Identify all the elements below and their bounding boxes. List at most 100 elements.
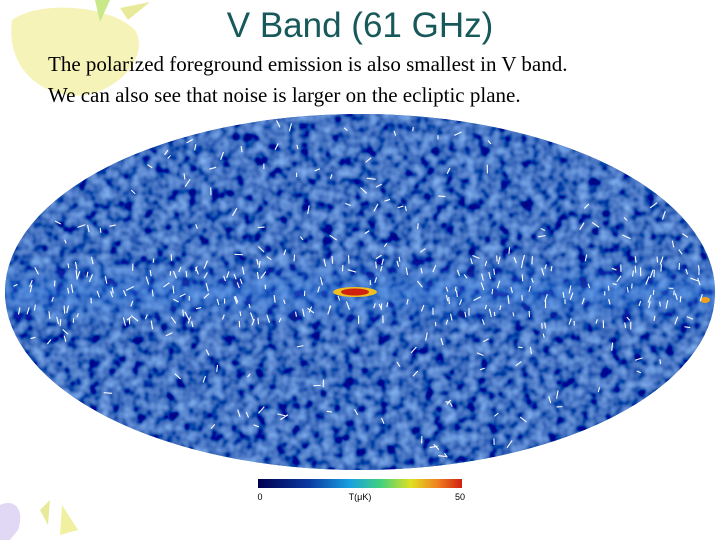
polarization-vector (147, 164, 153, 169)
polarization-vector (76, 313, 79, 318)
polarization-vector (249, 312, 255, 321)
polarization-vector (184, 311, 190, 321)
polarization-vector (195, 307, 202, 310)
polarization-vector (258, 260, 261, 268)
polarization-vector (195, 224, 198, 230)
polarization-vector (63, 305, 66, 314)
polarization-vector (438, 455, 446, 457)
polarization-vector (56, 316, 60, 325)
polarization-vector (519, 416, 527, 423)
polarization-vector (241, 266, 245, 275)
polarization-vector (345, 301, 350, 311)
polarization-vector (674, 293, 678, 300)
polarization-vector (542, 333, 545, 338)
polarization-vector (182, 309, 184, 317)
polarization-vector (54, 220, 62, 225)
polarization-vector (178, 266, 182, 273)
polarization-vector (649, 202, 658, 209)
polarization-vector (479, 367, 485, 371)
polarization-vector (96, 290, 101, 298)
body-text: We can also see that noise is larger on … (48, 83, 521, 107)
polarization-vector (659, 359, 662, 365)
polarization-vector (420, 248, 426, 253)
polarization-vector (433, 443, 440, 451)
polarization-vector (456, 269, 461, 277)
polarization-vector (653, 315, 656, 322)
polarization-vector (223, 275, 226, 282)
polarization-vector (671, 240, 675, 248)
polarization-vector (237, 409, 241, 418)
polarization-vector (380, 303, 383, 310)
polarization-vector (445, 319, 449, 325)
polarization-vector (216, 298, 220, 306)
polarization-vector (611, 267, 617, 271)
polarization-vector (70, 284, 74, 293)
polarization-vector (296, 345, 304, 348)
polarization-vector (540, 227, 546, 232)
polarization-vector (233, 296, 238, 305)
polarization-vector (51, 296, 54, 302)
polarization-vector (184, 178, 191, 188)
polarization-vector (493, 268, 496, 275)
polarization-vector (66, 305, 69, 314)
polarization-vector (226, 271, 230, 279)
polarization-vector (648, 301, 651, 309)
polarization-vector (163, 282, 170, 288)
polarization-vector (383, 242, 388, 248)
polarization-vector (591, 221, 600, 228)
polarization-vector (649, 269, 654, 278)
polarization-vector (661, 211, 666, 220)
polarization-vector (205, 349, 210, 356)
polarization-vector (337, 295, 341, 301)
polarization-vector (354, 408, 359, 416)
polarization-vector (174, 373, 181, 380)
polarization-vector (556, 390, 559, 399)
polarization-vector (307, 205, 310, 215)
polarization-vector (472, 254, 480, 259)
polarization-vector (345, 202, 351, 207)
polarization-vector (314, 168, 321, 172)
polarization-vector (375, 254, 382, 260)
polarization-vector (216, 364, 219, 372)
decoration (0, 502, 21, 540)
polarization-vector (277, 413, 286, 417)
polarization-vector (375, 261, 377, 269)
polarization-vector (378, 303, 382, 309)
polarization-vector (445, 286, 449, 292)
decoration (95, 0, 110, 22)
polarization-vector (416, 280, 423, 288)
polarization-vector (288, 123, 292, 132)
polarization-vector (528, 285, 532, 292)
polarization-vector (239, 278, 243, 285)
polarization-vector (46, 339, 52, 345)
polarization-vector (33, 304, 36, 311)
polarization-vector (203, 272, 208, 279)
polarization-vector (449, 402, 453, 407)
polarization-vector (665, 300, 669, 309)
polarization-vector (412, 370, 419, 377)
polarization-vector (607, 285, 610, 291)
polarization-vector (686, 316, 694, 320)
polarization-vector (608, 298, 611, 305)
polarization-vector (125, 285, 135, 291)
polarization-vector (626, 287, 629, 293)
polarization-vector (366, 177, 376, 180)
polarization-vector (432, 264, 437, 273)
polarization-vector (99, 227, 102, 233)
polarization-vector (294, 311, 298, 317)
polarization-vector (515, 361, 522, 367)
polarization-vector (144, 314, 148, 320)
polarization-vector (165, 332, 173, 337)
polarization-vector (329, 174, 333, 180)
polarization-vector (110, 291, 114, 298)
polarization-vector (682, 233, 689, 238)
polarization-vector (690, 277, 699, 282)
polarization-vector (360, 187, 368, 194)
polarization-vector (416, 223, 419, 229)
polarization-vector (548, 396, 552, 404)
polarization-vector (109, 224, 116, 227)
polarization-vector (278, 317, 282, 323)
polarization-vector (260, 271, 267, 279)
polarization-vector (208, 166, 217, 170)
polarization-vector (273, 295, 276, 303)
